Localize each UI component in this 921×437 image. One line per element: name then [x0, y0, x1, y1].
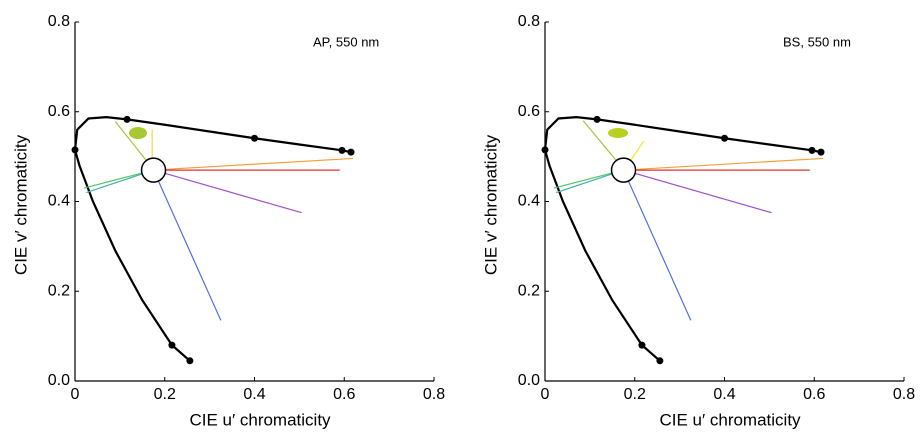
locus-point: [721, 134, 728, 142]
locus-point: [808, 146, 816, 154]
x-tick-label: 0.6: [803, 386, 825, 403]
confusion-line: [629, 140, 645, 162]
panel-annotation: AP, 550 nm: [313, 34, 379, 49]
x-tick-label: 0.2: [154, 386, 176, 403]
confusion-line: [114, 121, 148, 162]
y-tick-label: 0.8: [518, 13, 540, 30]
x-tick-label: 0: [71, 386, 80, 403]
confusion-line: [582, 120, 618, 162]
spectral-locus: [543, 116, 822, 362]
y-tick-label: 0.4: [48, 193, 70, 210]
y-tick-label: 0.8: [48, 13, 70, 30]
white-point: [140, 157, 167, 183]
x-tick-label: 0.8: [423, 386, 445, 403]
y-tick-label: 0.6: [48, 103, 70, 120]
spectral-locus: [73, 116, 352, 362]
region-blob: [129, 127, 147, 139]
x-tick-label: 0.4: [243, 386, 265, 403]
x-tick-label: 0.8: [893, 386, 915, 403]
confusion-line: [153, 157, 354, 171]
y-tick-label: 0.2: [48, 282, 70, 299]
locus-point: [71, 146, 79, 154]
y-tick-label: 0.2: [518, 282, 540, 299]
x-axis-label: CIE u′ chromaticity: [659, 410, 801, 429]
x-axis-label: CIE u′ chromaticity: [189, 410, 331, 429]
locus-point: [168, 341, 176, 349]
confusion-line: [623, 169, 772, 214]
x-tick-label: 0.2: [624, 386, 646, 403]
locus-point: [338, 146, 346, 154]
locus-point: [347, 148, 355, 156]
confusion-line: [623, 157, 824, 171]
locus-point: [593, 115, 601, 123]
panel-annotation: BS, 550 nm: [783, 34, 851, 49]
y-tick-label: 0.0: [48, 372, 70, 389]
confusion-line: [152, 169, 222, 321]
white-point: [610, 157, 637, 183]
locus-point: [638, 341, 646, 349]
x-tick-label: 0.6: [333, 386, 355, 403]
y-axis-label: CIE v′ chromaticity: [481, 134, 500, 275]
locus-point: [656, 357, 664, 365]
confusion-line: [622, 169, 692, 321]
y-axis-label: CIE v′ chromaticity: [11, 134, 30, 275]
y-tick-label: 0.6: [518, 103, 540, 120]
locus-point: [251, 134, 258, 142]
locus-point: [123, 115, 131, 123]
x-tick-label: 0: [541, 386, 550, 403]
x-tick-label: 0.4: [713, 386, 735, 403]
y-tick-label: 0.0: [518, 372, 540, 389]
region-blob: [608, 128, 628, 138]
locus-point: [186, 357, 194, 365]
confusion-line: [153, 169, 302, 214]
locus-point: [817, 148, 825, 156]
y-tick-label: 0.4: [518, 193, 540, 210]
locus-point: [541, 146, 549, 154]
